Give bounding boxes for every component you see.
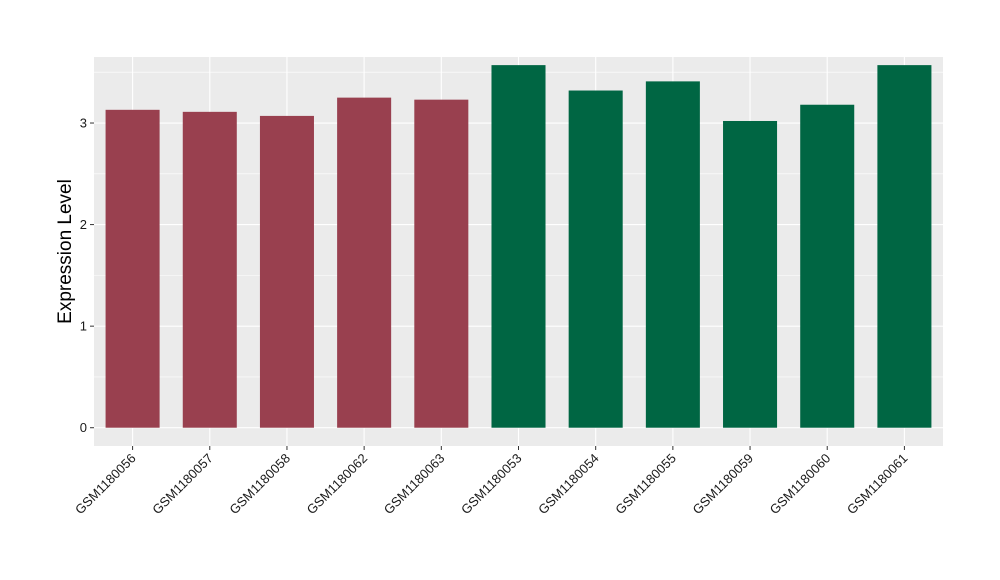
x-tick-label: GSM1180061: [844, 451, 911, 518]
bar: [259, 115, 314, 428]
x-tick-label: GSM1180054: [535, 451, 602, 518]
x-tick-label: GSM1180059: [690, 451, 757, 518]
bar: [105, 109, 160, 428]
x-tick-label: GSM1180055: [612, 451, 679, 518]
x-tick-label: GSM1180060: [767, 451, 834, 518]
y-axis-title: Expression Level: [55, 179, 76, 324]
x-axis: GSM1180056 GSM1180057 GSM1180058 GSM1180062…: [72, 446, 911, 518]
y-axis: 0 1 2 3: [80, 116, 94, 435]
bars: [105, 65, 932, 428]
bar: [877, 65, 932, 428]
bar: [568, 90, 623, 428]
x-tick-label: GSM1180058: [226, 451, 293, 518]
x-tick-label: GSM1180063: [381, 451, 448, 518]
x-tick-label: GSM1180062: [304, 451, 371, 518]
bar: [645, 81, 700, 428]
bar: [723, 120, 778, 428]
bar: [800, 104, 855, 428]
y-tick-label: 2: [80, 217, 87, 232]
y-tick-label: 1: [80, 319, 87, 334]
x-tick-label: GSM1180056: [72, 451, 139, 518]
y-tick-label: 0: [80, 420, 87, 435]
bar: [182, 111, 237, 428]
bar: [337, 97, 392, 428]
x-tick-label: GSM1180053: [458, 451, 525, 518]
y-tick-label: 3: [80, 116, 87, 131]
bar: [414, 99, 469, 428]
x-tick-label: GSM1180057: [149, 451, 216, 518]
bar: [491, 65, 546, 428]
